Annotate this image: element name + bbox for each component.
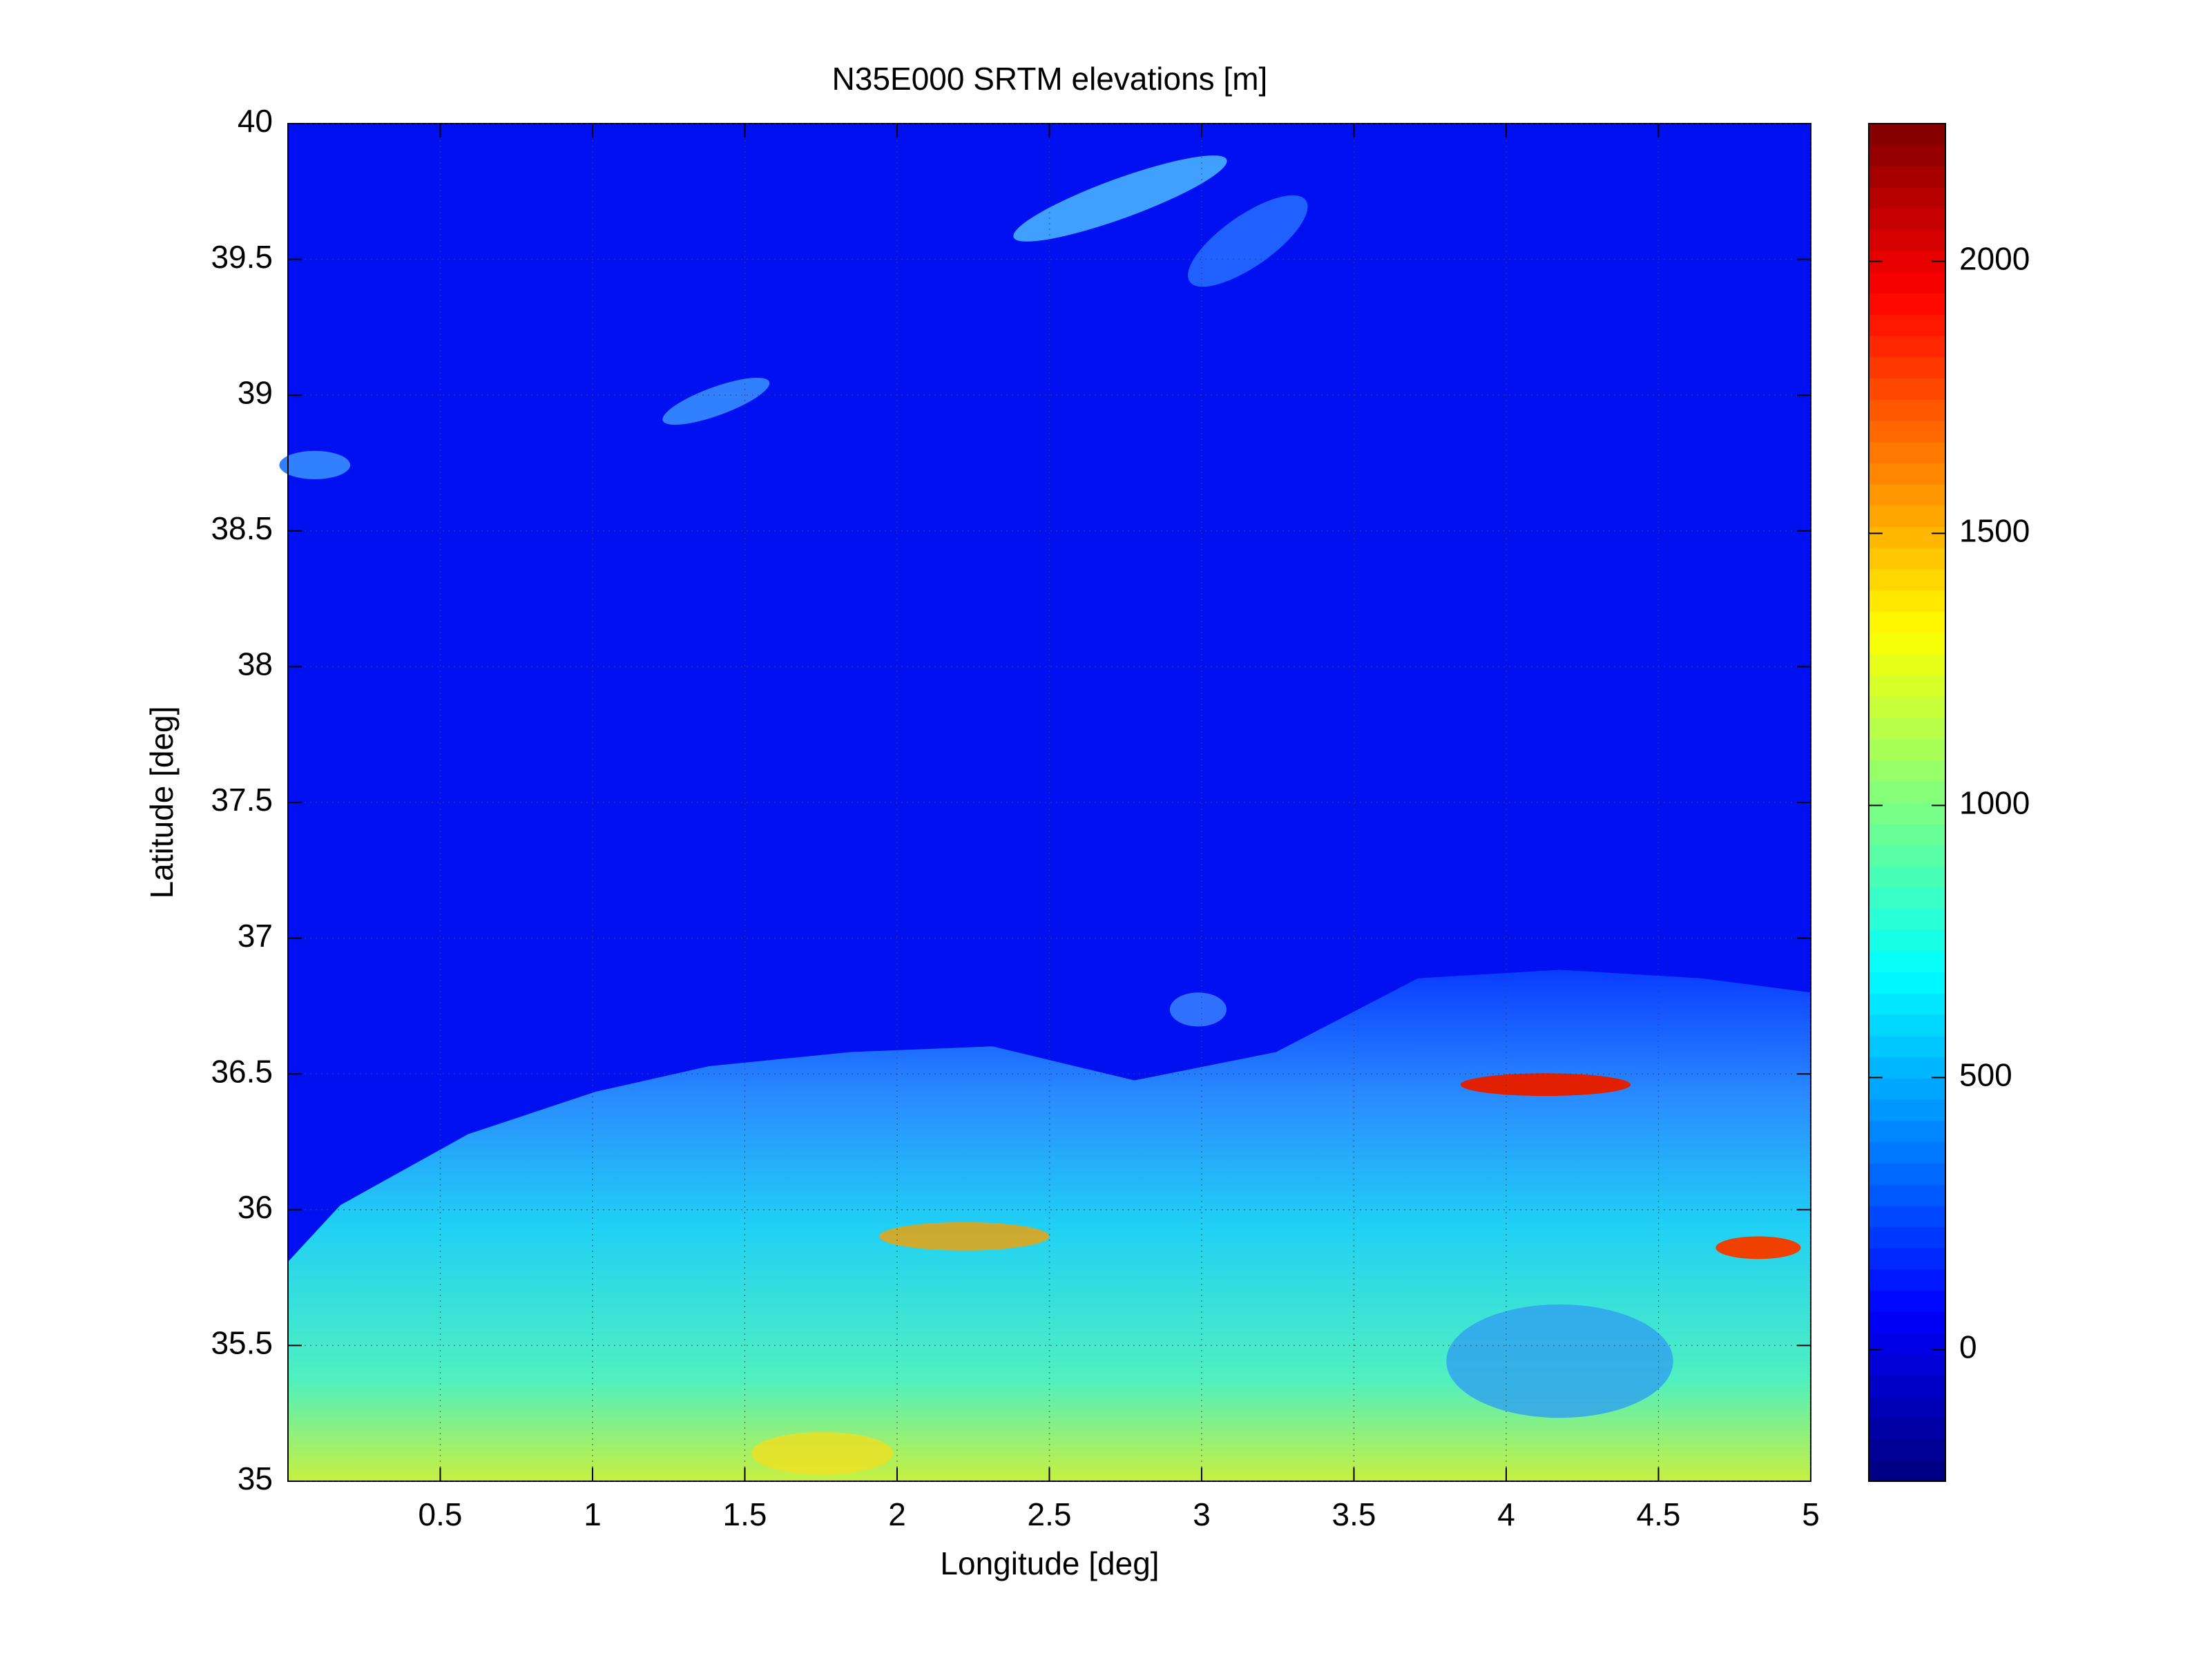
y-tick-label: 36 (238, 1189, 273, 1225)
colorbar-step (1869, 441, 1945, 463)
colorbar-step (1869, 463, 1945, 485)
colorbar-step (1869, 1353, 1945, 1376)
colorbar-step (1869, 547, 1945, 570)
y-tick-label: 40 (238, 103, 273, 139)
colorbar-step (1869, 1162, 1945, 1185)
colorbar-step (1869, 208, 1945, 231)
colorbar-step (1869, 229, 1945, 251)
x-tick-label: 5 (1802, 1496, 1820, 1532)
colorbar-step (1869, 1077, 1945, 1100)
y-tick-label: 38.5 (211, 510, 273, 546)
colorbar-tick-label: 2000 (1959, 241, 2030, 277)
colorbar-step (1869, 1332, 1945, 1355)
x-tick-label: 1.5 (723, 1496, 767, 1532)
colorbar-step (1869, 1269, 1945, 1291)
colorbar-step (1869, 929, 1945, 952)
colorbar-step (1869, 378, 1945, 400)
x-tick-label: 0.5 (419, 1496, 463, 1532)
colorbar-tick-label: 500 (1959, 1057, 2012, 1092)
colorbar-step (1869, 738, 1945, 761)
colorbar-step (1869, 611, 1945, 633)
colorbar-step (1869, 780, 1945, 803)
colorbar-step (1869, 823, 1945, 845)
colorbar-step (1869, 1311, 1945, 1333)
colorbar-step (1869, 972, 1945, 994)
x-tick-label: 3 (1193, 1496, 1211, 1532)
colorbar-step (1869, 1014, 1945, 1037)
colorbar-step (1869, 398, 1945, 421)
colorbar-step (1869, 1226, 1945, 1249)
colorbar-step (1869, 950, 1945, 973)
colorbar-step (1869, 632, 1945, 655)
y-tick-label: 39 (238, 374, 273, 410)
colorbar-step (1869, 1035, 1945, 1058)
colorbar-step (1869, 483, 1945, 506)
colorbar-step (1869, 1247, 1945, 1270)
colorbar-tick-label: 1000 (1959, 784, 2030, 820)
colorbar-step (1869, 590, 1945, 613)
colorbar-step (1869, 1141, 1945, 1164)
colorbar-step (1869, 123, 1945, 146)
y-tick-label: 38 (238, 646, 273, 682)
colorbar-step (1869, 1099, 1945, 1121)
colorbar-step (1869, 293, 1945, 315)
colorbar-step (1869, 335, 1945, 358)
colorbar-frame (1868, 123, 1946, 1482)
colorbar-step (1869, 1184, 1945, 1206)
colorbar-step (1869, 356, 1945, 379)
colorbar-step (1869, 760, 1945, 782)
y-tick-label: 35 (238, 1461, 273, 1496)
colorbar-step (1869, 887, 1945, 909)
x-tick-label: 4 (1497, 1496, 1515, 1532)
chart-title: N35E000 SRTM elevations [m] (832, 61, 1268, 97)
colorbar-tick-label: 1500 (1959, 513, 2030, 549)
colorbar-step (1869, 165, 1945, 188)
colorbar-step (1869, 1396, 1945, 1418)
colorbar-step (1869, 314, 1945, 336)
colorbar-step (1869, 1120, 1945, 1142)
x-axis-label: Longitude [deg] (940, 1545, 1159, 1581)
x-tick-label: 4.5 (1637, 1496, 1681, 1532)
x-tick-label: 2 (888, 1496, 906, 1532)
colorbar-step (1869, 505, 1945, 528)
colorbar (1869, 123, 1945, 1482)
y-tick-label: 39.5 (211, 239, 273, 275)
colorbar-step (1869, 653, 1945, 676)
colorbar-step (1869, 1057, 1945, 1079)
x-tick-label: 1 (584, 1496, 602, 1532)
colorbar-step (1869, 420, 1945, 443)
colorbar-step (1869, 1290, 1945, 1312)
colorbar-step (1869, 144, 1945, 166)
colorbar-step (1869, 844, 1945, 867)
y-tick-label: 35.5 (211, 1325, 273, 1361)
colorbar-step (1869, 992, 1945, 1015)
y-axis-label: Latitude [deg] (144, 706, 180, 899)
colorbar-tick-label: 0 (1959, 1329, 1977, 1365)
y-tick-label: 37 (238, 918, 273, 954)
x-tick-label: 2.5 (1028, 1496, 1072, 1532)
colorbar-step (1869, 271, 1945, 294)
colorbar-step (1869, 865, 1945, 888)
y-tick-label: 36.5 (211, 1053, 273, 1089)
x-tick-label: 3.5 (1332, 1496, 1376, 1532)
colorbar-step (1869, 1205, 1945, 1227)
y-tick-label: 37.5 (211, 782, 273, 818)
colorbar-step (1869, 1459, 1945, 1482)
colorbar-step (1869, 675, 1945, 697)
colorbar-step (1869, 186, 1945, 209)
colorbar-step (1869, 526, 1945, 548)
colorbar-step (1869, 1438, 1945, 1461)
colorbar-step (1869, 717, 1945, 740)
colorbar-step (1869, 568, 1945, 591)
colorbar-step (1869, 1374, 1945, 1397)
terrain (279, 123, 1811, 1482)
colorbar-step (1869, 908, 1945, 930)
colorbar-step (1869, 1417, 1945, 1440)
colorbar-step (1869, 695, 1945, 718)
